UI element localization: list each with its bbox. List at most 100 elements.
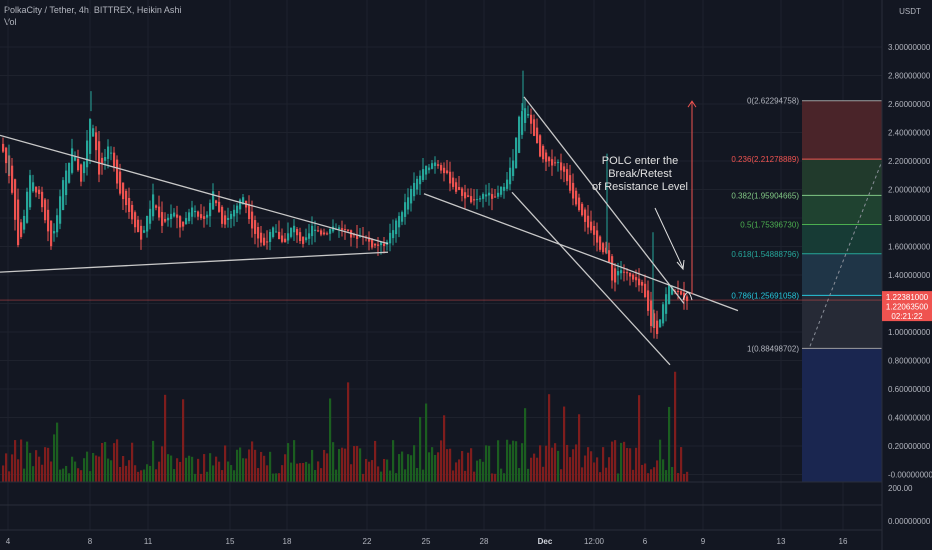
candle <box>140 225 143 240</box>
candle <box>74 156 77 161</box>
volume-bar <box>65 465 68 482</box>
candle <box>548 157 551 162</box>
volume-bar <box>248 449 251 482</box>
volume-bar <box>371 460 374 482</box>
volume-bar <box>188 455 191 482</box>
price-tick-label: 0.80000000 <box>888 357 931 366</box>
candle <box>620 270 623 274</box>
candle <box>11 165 14 193</box>
candle <box>413 182 416 197</box>
volume-bar <box>59 469 62 482</box>
candle <box>224 215 227 225</box>
volume-bar <box>491 473 494 482</box>
candle <box>95 132 98 151</box>
candle <box>203 216 206 220</box>
candle <box>563 166 566 172</box>
candle <box>191 207 194 217</box>
volume-bar <box>62 468 65 482</box>
volume-bar <box>89 471 92 482</box>
volume-bar <box>284 454 287 482</box>
candle <box>494 196 497 198</box>
candle <box>197 211 200 217</box>
volume-bar <box>407 454 410 482</box>
candle <box>260 232 263 243</box>
candle <box>431 163 434 169</box>
volume-bar <box>344 448 347 482</box>
symbol-title[interactable]: PolkaCity / Tether, 4h, BITTREX, Heikin … <box>4 5 182 15</box>
volume-bar <box>494 473 497 482</box>
candle <box>626 272 629 274</box>
volume-bar <box>458 459 461 482</box>
fibonacci-retracement: 0(2.62294758) 0.236(2.21278889) 0.382(1.95… <box>731 97 883 482</box>
annotation-pointer <box>654 207 684 269</box>
volume-bar <box>245 458 248 482</box>
volume-bar <box>146 464 149 482</box>
volume-bar <box>524 408 527 482</box>
volume-bar <box>677 473 680 482</box>
volume-bar <box>164 394 167 482</box>
candle <box>299 232 302 241</box>
volume-bar <box>176 458 179 482</box>
volume-bar <box>104 441 107 482</box>
time-tick-label: Dec <box>538 537 553 546</box>
price-tick-label: 1.40000000 <box>888 271 931 280</box>
candle <box>671 287 674 295</box>
fib-level-label: 0.382(1.95904665) <box>731 191 799 200</box>
candle <box>557 162 560 164</box>
trendlines <box>0 96 739 366</box>
volume-bar <box>662 459 665 482</box>
volume-bar <box>143 469 146 482</box>
volume-bar <box>110 460 113 482</box>
volume-bar <box>71 456 74 482</box>
volume-bar <box>530 457 533 482</box>
volume-bar <box>185 457 188 482</box>
volume-bar <box>596 457 599 482</box>
candle <box>329 229 332 234</box>
candle <box>212 191 215 210</box>
volume-bar <box>314 469 317 482</box>
candle <box>182 221 185 227</box>
candle <box>89 119 92 154</box>
candle <box>137 219 140 233</box>
time-axis: 4 8 11 15 18 22 25 28 Dec 12:00 6 9 13 16 <box>6 537 848 546</box>
volume-bar <box>140 470 143 482</box>
time-tick-label: 13 <box>777 537 786 546</box>
volume-bar <box>194 473 197 482</box>
volume-bar <box>476 460 479 482</box>
candle <box>470 196 473 203</box>
candle <box>41 191 44 208</box>
volume-bar <box>449 448 452 482</box>
candle <box>530 114 533 124</box>
volume-bar <box>539 445 542 482</box>
resistance-trendline <box>423 193 739 312</box>
candle <box>128 197 131 212</box>
candle <box>62 180 65 211</box>
candle <box>428 167 431 171</box>
volume-bar <box>101 442 104 482</box>
volume-bar <box>338 449 341 482</box>
volume-bar <box>326 453 329 482</box>
volume-indicator-label[interactable]: Vol <box>4 17 17 27</box>
candle <box>539 135 542 157</box>
volume-bar <box>359 448 362 482</box>
volume-bar <box>308 463 311 482</box>
candle <box>188 212 191 222</box>
volume-bar <box>416 467 419 482</box>
volume-bar <box>395 473 398 482</box>
volume-bar <box>509 444 512 482</box>
fib-level-label: 0(2.62294758) <box>747 97 799 106</box>
volume-bar <box>455 462 458 482</box>
candle <box>686 296 689 302</box>
volume-bar <box>473 471 476 482</box>
volume-bar <box>650 469 653 482</box>
volume-bar <box>236 449 239 482</box>
volume-bar <box>623 441 626 482</box>
currency-label: USDT <box>899 7 921 16</box>
candle <box>98 141 101 175</box>
volume-bar <box>635 447 638 482</box>
candle <box>578 197 581 211</box>
volume-bar <box>251 441 254 482</box>
candle <box>602 243 605 253</box>
volume-bar <box>419 416 422 482</box>
